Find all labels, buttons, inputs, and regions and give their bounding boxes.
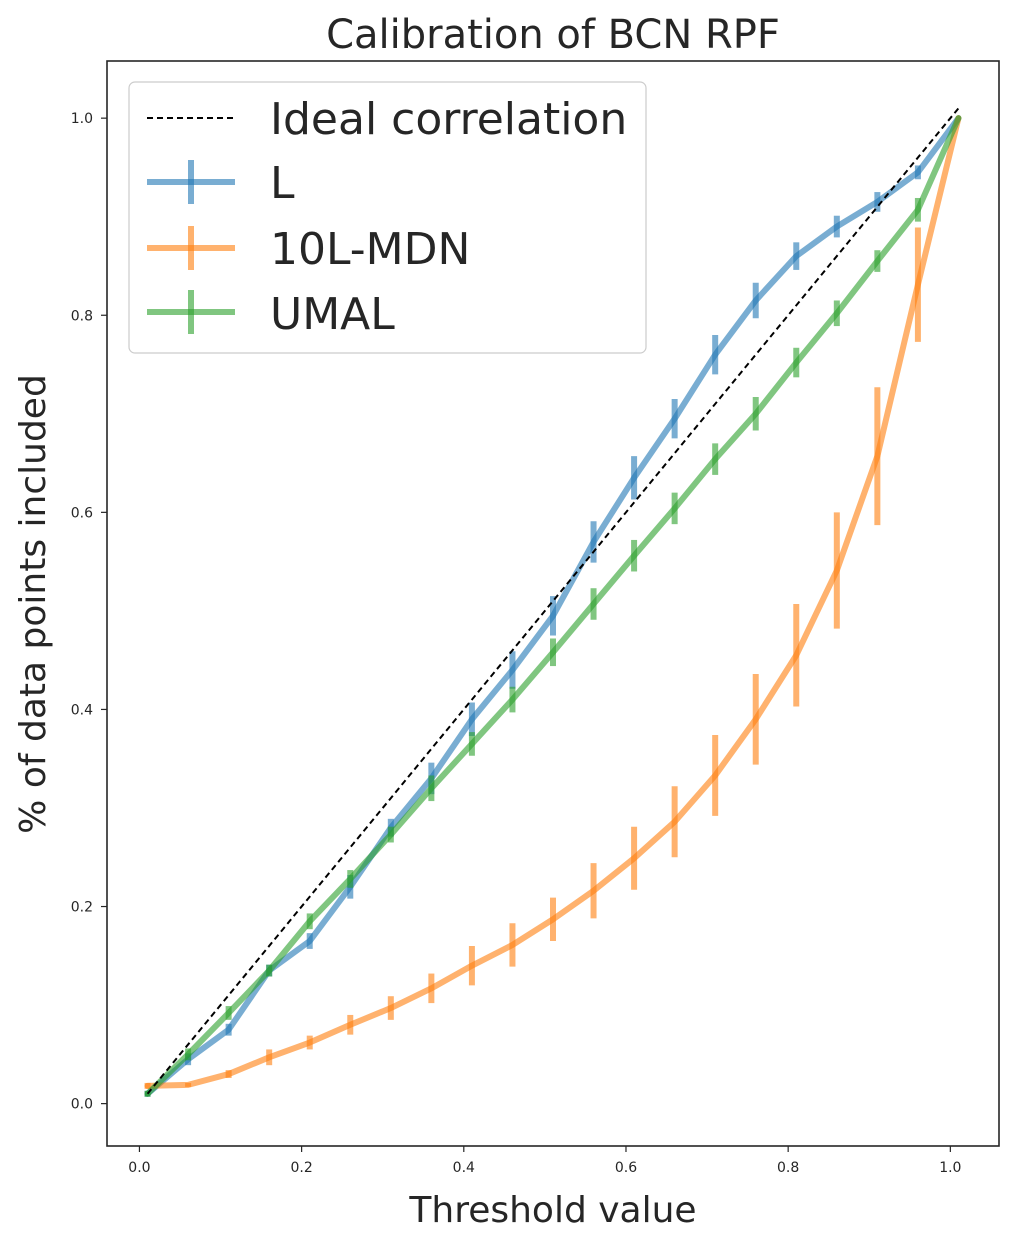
chart-title: Calibration of BCN RPF: [326, 12, 780, 58]
series-10l-mdn: [144, 115, 962, 1089]
y-tick-label: 0.6: [71, 505, 93, 521]
plot-area: [144, 107, 962, 1097]
x-axis-ticks: 0.0 0.2 0.4 0.6 0.8 1.0: [128, 1146, 961, 1176]
legend-label-umal: UMAL: [270, 289, 395, 340]
series-l: [144, 115, 962, 1097]
y-tick-label: 0.2: [71, 900, 93, 916]
x-tick-label: 0.6: [615, 1160, 637, 1176]
legend-label-10l-mdn: 10L-MDN: [270, 224, 470, 275]
x-tick-label: 1.0: [939, 1160, 961, 1176]
x-axis-label: Threshold value: [408, 1190, 696, 1231]
x-tick-label: 0.0: [128, 1160, 150, 1176]
plot-frame: [106, 60, 1000, 1147]
legend-swatch-l: [147, 160, 235, 204]
legend: Ideal correlation L 10L-MDN UMAL: [128, 81, 647, 354]
x-tick-label: 0.4: [453, 1160, 475, 1176]
y-axis-ticks: 0.0 0.2 0.4 0.6 0.8 1.0: [71, 111, 107, 1113]
x-tick-label: 0.8: [777, 1160, 799, 1176]
series-umal: [144, 115, 962, 1097]
legend-label-ideal: Ideal correlation: [270, 94, 627, 145]
legend-label-l: L: [270, 158, 295, 209]
legend-swatch-10l-mdn: [147, 226, 235, 270]
x-tick-label: 0.2: [290, 1160, 312, 1176]
y-tick-label: 1.0: [71, 111, 93, 127]
legend-swatch-umal: [147, 290, 235, 334]
y-tick-label: 0.4: [71, 702, 93, 718]
y-tick-label: 0.8: [71, 308, 93, 324]
y-axis-label: % of data points included: [13, 374, 54, 834]
ideal-correlation-line: [146, 107, 960, 1095]
legend-box: [128, 81, 647, 354]
y-tick-label: 0.0: [71, 1097, 93, 1113]
